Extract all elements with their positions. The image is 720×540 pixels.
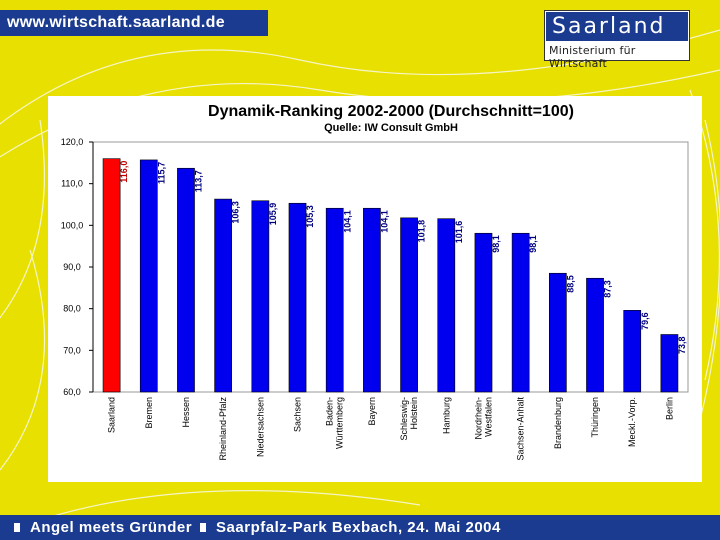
- y-tick-label: 60,0: [63, 387, 81, 397]
- x-tick-label: Saarland: [107, 397, 117, 433]
- bar: [511, 232, 530, 393]
- saarland-logo: Saarland Ministerium für Wirtschaft: [544, 10, 690, 70]
- x-tick-label: Hamburg: [441, 397, 451, 434]
- bar-value-label: 87,3: [603, 280, 613, 298]
- x-tick-label: Brandenburg: [553, 397, 563, 449]
- bar-value-label: 88,5: [565, 275, 575, 293]
- bar-value-label: 73,8: [677, 337, 687, 355]
- bar-value-label: 98,1: [491, 235, 501, 253]
- footer-right-text: Saarpfalz-Park Bexbach, 24. Mai 2004: [216, 519, 501, 536]
- footer-bullet: [14, 523, 20, 532]
- footer-left-text: Angel meets Gründer: [30, 519, 193, 536]
- bar-value-label: 79,6: [640, 312, 650, 330]
- x-tick-label-line: Nordrhein-: [473, 397, 483, 440]
- bar-value-label: 105,9: [268, 203, 278, 226]
- x-tick-label: Sachsen-Anhalt: [516, 397, 526, 461]
- x-tick-label-line: Baden-: [325, 397, 335, 426]
- x-tick-label: Sachsen: [293, 397, 303, 432]
- x-tick-label-line: Westfalen: [483, 397, 493, 437]
- bar-value-label: 104,1: [342, 210, 352, 233]
- website-url[interactable]: www.wirtschaft.saarland.de: [0, 10, 268, 36]
- x-tick-label-line: Holstein: [409, 397, 419, 430]
- bar-value-label: 105,3: [305, 205, 315, 228]
- logo-title: Saarland: [546, 12, 688, 41]
- x-tick-label: Thüringen: [590, 397, 600, 438]
- bar-chart: Dynamik-Ranking 2002-2000 (Durchschnitt=…: [61, 103, 689, 461]
- x-tick-label: Meckl.-Vorp.: [627, 397, 637, 447]
- x-tick-label: Baden-Württemberg: [325, 397, 345, 449]
- y-tick-label: 100,0: [61, 220, 84, 230]
- y-tick-label: 80,0: [63, 304, 81, 314]
- bar: [214, 198, 233, 393]
- bar: [548, 272, 567, 393]
- bar: [139, 159, 158, 393]
- bar: [623, 310, 642, 393]
- bar: [325, 207, 344, 393]
- bar: [177, 167, 195, 393]
- x-tick-label-line: Schleswig-: [399, 397, 409, 441]
- chart-panel: Dynamik-Ranking 2002-2000 (Durchschnitt=…: [48, 96, 702, 482]
- y-tick-label: 90,0: [63, 262, 81, 272]
- bar: [102, 158, 121, 393]
- x-tick-label: Hessen: [181, 397, 191, 428]
- x-tick-label: Berlin: [664, 397, 674, 420]
- bar: [400, 217, 418, 393]
- bar-value-label: 101,6: [454, 221, 464, 244]
- x-tick-label: Niedersachsen: [255, 397, 265, 457]
- bar: [288, 202, 307, 393]
- bar: [437, 218, 456, 393]
- logo-subtitle: Ministerium für Wirtschaft: [549, 44, 636, 70]
- y-tick-label: 110,0: [61, 179, 83, 189]
- bar: [363, 207, 381, 393]
- x-tick-label: Bayern: [367, 397, 377, 426]
- footer-bar: Angel meets Gründer Saarpfalz-Park Bexba…: [0, 515, 720, 540]
- y-tick-label: 120,0: [61, 137, 84, 147]
- bar-value-label: 113,7: [194, 170, 204, 192]
- y-tick-label: 70,0: [63, 345, 81, 355]
- bar-value-label: 98,1: [528, 235, 538, 253]
- x-tick-label: Rheinland-Pfalz: [218, 397, 228, 461]
- chart-title: Dynamik-Ranking 2002-2000 (Durchschnitt=…: [208, 103, 574, 120]
- chart-subtitle: Quelle: IW Consult GmbH: [324, 122, 458, 134]
- bar: [474, 232, 493, 393]
- bar: [251, 200, 270, 393]
- bar-value-label: 115,7: [156, 162, 166, 184]
- bar-value-label: 101,8: [417, 220, 427, 243]
- bar-value-label: 104,1: [379, 210, 389, 233]
- bar-value-label: 116,0: [119, 161, 129, 183]
- footer-bullet: [200, 523, 207, 532]
- x-tick-label: Schleswig-Holstein: [399, 397, 419, 441]
- bar: [660, 334, 679, 393]
- x-tick-label-line: Württemberg: [335, 397, 345, 449]
- x-tick-label: Nordrhein-Westfalen: [473, 397, 493, 440]
- x-tick-label: Bremen: [144, 397, 154, 429]
- bar: [586, 277, 604, 393]
- bar-value-label: 106,3: [231, 201, 241, 224]
